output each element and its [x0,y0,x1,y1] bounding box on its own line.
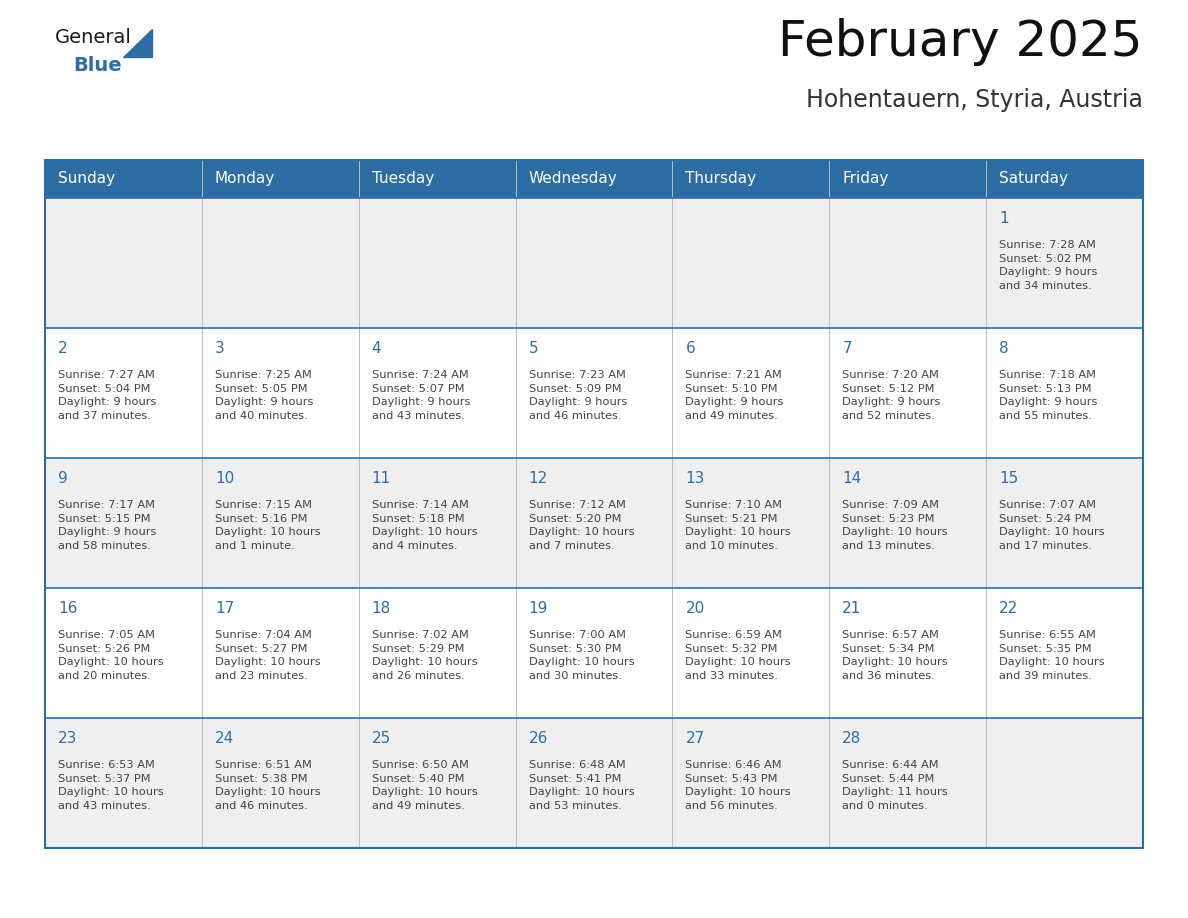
Text: 17: 17 [215,601,234,616]
Text: 11: 11 [372,471,391,486]
Text: 20: 20 [685,601,704,616]
Bar [45,160,1143,198]
Text: Sunrise: 7:14 AM
Sunset: 5:18 PM
Daylight: 10 hours
and 4 minutes.: Sunrise: 7:14 AM Sunset: 5:18 PM Dayligh… [372,500,478,551]
Bar [45,588,1143,718]
Text: 19: 19 [529,601,548,616]
Text: Sunrise: 7:24 AM
Sunset: 5:07 PM
Daylight: 9 hours
and 43 minutes.: Sunrise: 7:24 AM Sunset: 5:07 PM Dayligh… [372,370,470,420]
Text: Sunrise: 6:59 AM
Sunset: 5:32 PM
Daylight: 10 hours
and 33 minutes.: Sunrise: 6:59 AM Sunset: 5:32 PM Dayligh… [685,630,791,681]
Text: 18: 18 [372,601,391,616]
Text: Sunrise: 6:46 AM
Sunset: 5:43 PM
Daylight: 10 hours
and 56 minutes.: Sunrise: 6:46 AM Sunset: 5:43 PM Dayligh… [685,760,791,811]
Text: Sunrise: 6:53 AM
Sunset: 5:37 PM
Daylight: 10 hours
and 43 minutes.: Sunrise: 6:53 AM Sunset: 5:37 PM Dayligh… [58,760,164,811]
Text: 25: 25 [372,731,391,746]
Text: Saturday: Saturday [999,172,1068,186]
Text: 24: 24 [215,731,234,746]
Bar [45,328,1143,458]
Polygon shape [124,29,152,57]
Text: Sunrise: 7:12 AM
Sunset: 5:20 PM
Daylight: 10 hours
and 7 minutes.: Sunrise: 7:12 AM Sunset: 5:20 PM Dayligh… [529,500,634,551]
Text: 8: 8 [999,341,1009,356]
Text: 12: 12 [529,471,548,486]
Text: 1: 1 [999,211,1009,226]
Text: Sunrise: 6:57 AM
Sunset: 5:34 PM
Daylight: 10 hours
and 36 minutes.: Sunrise: 6:57 AM Sunset: 5:34 PM Dayligh… [842,630,948,681]
Text: Sunrise: 7:27 AM
Sunset: 5:04 PM
Daylight: 9 hours
and 37 minutes.: Sunrise: 7:27 AM Sunset: 5:04 PM Dayligh… [58,370,157,420]
Text: February 2025: February 2025 [778,18,1143,66]
Text: Sunrise: 7:17 AM
Sunset: 5:15 PM
Daylight: 9 hours
and 58 minutes.: Sunrise: 7:17 AM Sunset: 5:15 PM Dayligh… [58,500,157,551]
Text: 28: 28 [842,731,861,746]
Text: Wednesday: Wednesday [529,172,618,186]
Text: 14: 14 [842,471,861,486]
Text: Sunrise: 7:04 AM
Sunset: 5:27 PM
Daylight: 10 hours
and 23 minutes.: Sunrise: 7:04 AM Sunset: 5:27 PM Dayligh… [215,630,321,681]
Text: Sunrise: 7:09 AM
Sunset: 5:23 PM
Daylight: 10 hours
and 13 minutes.: Sunrise: 7:09 AM Sunset: 5:23 PM Dayligh… [842,500,948,551]
Text: Sunrise: 7:15 AM
Sunset: 5:16 PM
Daylight: 10 hours
and 1 minute.: Sunrise: 7:15 AM Sunset: 5:16 PM Dayligh… [215,500,321,551]
Text: Hohentauern, Styria, Austria: Hohentauern, Styria, Austria [807,88,1143,112]
Text: Sunrise: 7:07 AM
Sunset: 5:24 PM
Daylight: 10 hours
and 17 minutes.: Sunrise: 7:07 AM Sunset: 5:24 PM Dayligh… [999,500,1105,551]
Text: Sunrise: 6:48 AM
Sunset: 5:41 PM
Daylight: 10 hours
and 53 minutes.: Sunrise: 6:48 AM Sunset: 5:41 PM Dayligh… [529,760,634,811]
Text: 5: 5 [529,341,538,356]
Bar [45,458,1143,588]
Text: Friday: Friday [842,172,889,186]
Text: Sunrise: 7:10 AM
Sunset: 5:21 PM
Daylight: 10 hours
and 10 minutes.: Sunrise: 7:10 AM Sunset: 5:21 PM Dayligh… [685,500,791,551]
Text: Blue: Blue [72,56,121,75]
Text: 15: 15 [999,471,1018,486]
Text: General: General [55,28,132,47]
Text: Sunrise: 7:21 AM
Sunset: 5:10 PM
Daylight: 9 hours
and 49 minutes.: Sunrise: 7:21 AM Sunset: 5:10 PM Dayligh… [685,370,784,420]
Text: Sunday: Sunday [58,172,115,186]
Text: Sunrise: 7:18 AM
Sunset: 5:13 PM
Daylight: 9 hours
and 55 minutes.: Sunrise: 7:18 AM Sunset: 5:13 PM Dayligh… [999,370,1098,420]
Text: 6: 6 [685,341,695,356]
Text: Sunrise: 7:05 AM
Sunset: 5:26 PM
Daylight: 10 hours
and 20 minutes.: Sunrise: 7:05 AM Sunset: 5:26 PM Dayligh… [58,630,164,681]
Text: Sunrise: 6:44 AM
Sunset: 5:44 PM
Daylight: 11 hours
and 0 minutes.: Sunrise: 6:44 AM Sunset: 5:44 PM Dayligh… [842,760,948,811]
Text: 13: 13 [685,471,704,486]
Text: 22: 22 [999,601,1018,616]
Text: Sunrise: 7:00 AM
Sunset: 5:30 PM
Daylight: 10 hours
and 30 minutes.: Sunrise: 7:00 AM Sunset: 5:30 PM Dayligh… [529,630,634,681]
Text: 9: 9 [58,471,68,486]
Text: 10: 10 [215,471,234,486]
Bar [45,160,1143,848]
Text: Sunrise: 7:25 AM
Sunset: 5:05 PM
Daylight: 9 hours
and 40 minutes.: Sunrise: 7:25 AM Sunset: 5:05 PM Dayligh… [215,370,314,420]
Text: Tuesday: Tuesday [372,172,434,186]
Text: 23: 23 [58,731,77,746]
Text: Sunrise: 7:28 AM
Sunset: 5:02 PM
Daylight: 9 hours
and 34 minutes.: Sunrise: 7:28 AM Sunset: 5:02 PM Dayligh… [999,240,1098,291]
Text: Sunrise: 7:02 AM
Sunset: 5:29 PM
Daylight: 10 hours
and 26 minutes.: Sunrise: 7:02 AM Sunset: 5:29 PM Dayligh… [372,630,478,681]
Text: 2: 2 [58,341,68,356]
Text: Sunrise: 7:20 AM
Sunset: 5:12 PM
Daylight: 9 hours
and 52 minutes.: Sunrise: 7:20 AM Sunset: 5:12 PM Dayligh… [842,370,941,420]
Text: 26: 26 [529,731,548,746]
Text: Thursday: Thursday [685,172,757,186]
Text: 4: 4 [372,341,381,356]
Bar [45,718,1143,848]
Text: 27: 27 [685,731,704,746]
Bar [45,198,1143,328]
Text: 16: 16 [58,601,77,616]
Text: Sunrise: 7:23 AM
Sunset: 5:09 PM
Daylight: 9 hours
and 46 minutes.: Sunrise: 7:23 AM Sunset: 5:09 PM Dayligh… [529,370,627,420]
Text: Sunrise: 6:55 AM
Sunset: 5:35 PM
Daylight: 10 hours
and 39 minutes.: Sunrise: 6:55 AM Sunset: 5:35 PM Dayligh… [999,630,1105,681]
Text: 21: 21 [842,601,861,616]
Text: 7: 7 [842,341,852,356]
Text: Sunrise: 6:50 AM
Sunset: 5:40 PM
Daylight: 10 hours
and 49 minutes.: Sunrise: 6:50 AM Sunset: 5:40 PM Dayligh… [372,760,478,811]
Text: 3: 3 [215,341,225,356]
Text: Monday: Monday [215,172,276,186]
Text: Sunrise: 6:51 AM
Sunset: 5:38 PM
Daylight: 10 hours
and 46 minutes.: Sunrise: 6:51 AM Sunset: 5:38 PM Dayligh… [215,760,321,811]
